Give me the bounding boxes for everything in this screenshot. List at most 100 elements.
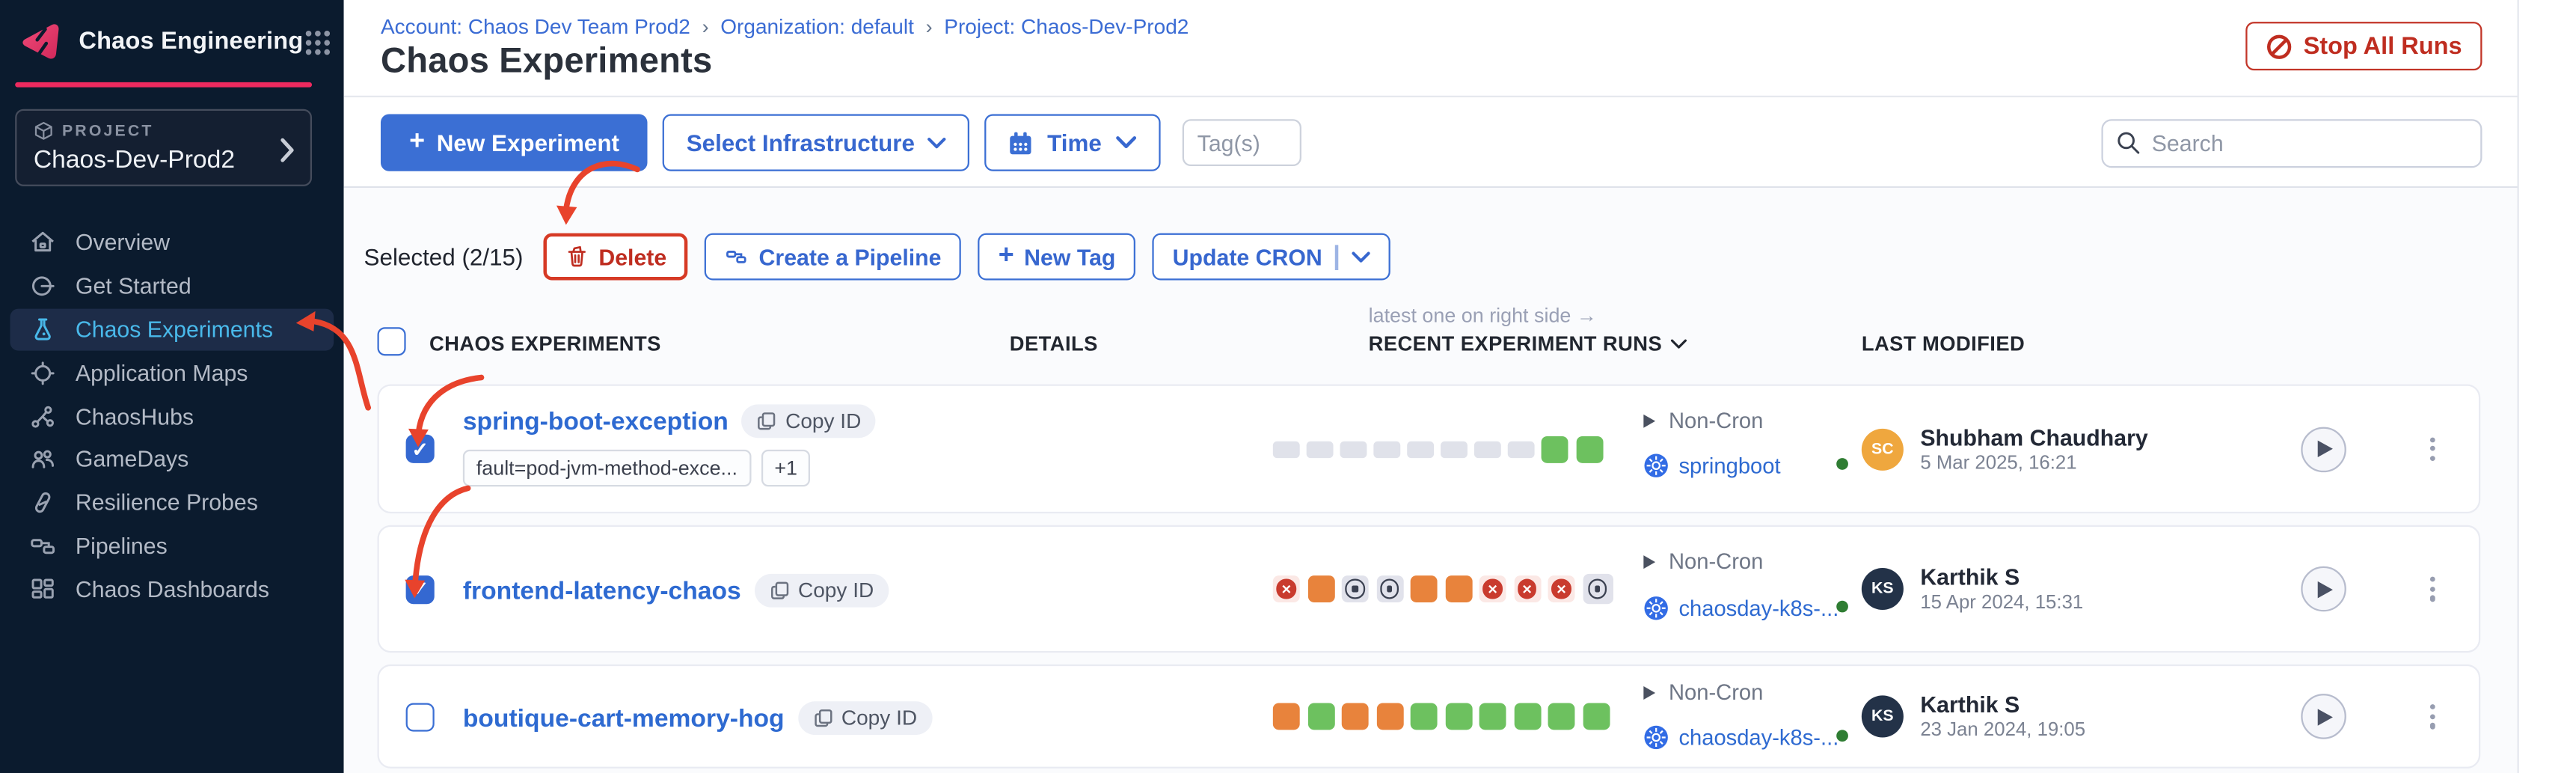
button-divider xyxy=(1335,244,1338,269)
experiment-tag-more[interactable]: +1 xyxy=(761,449,811,487)
plus-icon: + xyxy=(409,127,426,156)
run-status-passed-icon[interactable] xyxy=(1307,703,1334,730)
copy-id-button[interactable]: Copy ID xyxy=(797,701,933,736)
play-icon xyxy=(2317,708,2333,725)
run-status-empty-icon[interactable] xyxy=(1373,440,1400,457)
row-checkbox[interactable] xyxy=(405,702,435,731)
run-status-failed-icon[interactable] xyxy=(1479,575,1506,602)
row-menu-button[interactable] xyxy=(2423,570,2442,608)
create-pipeline-button[interactable]: Create a Pipeline xyxy=(705,233,962,281)
run-status-passed-icon[interactable] xyxy=(1575,435,1603,462)
update-cron-button[interactable]: Update CRON xyxy=(1152,233,1390,281)
run-experiment-button[interactable] xyxy=(2301,566,2346,612)
sidebar-item-chaos-experiments[interactable]: Chaos Experiments xyxy=(10,308,334,352)
play-icon xyxy=(2317,580,2333,598)
infrastructure-link[interactable]: chaosday-k8s-... xyxy=(1678,595,1839,621)
column-recent-runs[interactable]: RECENT EXPERIMENT RUNS xyxy=(1369,332,1687,355)
sidebar-item-label: Application Maps xyxy=(75,360,248,386)
experiment-tag[interactable]: fault=pod-jvm-method-exce... xyxy=(462,449,751,487)
sidebar-item-chaos-dashboards[interactable]: Chaos Dashboards xyxy=(10,568,334,611)
kubernetes-icon xyxy=(1643,453,1669,478)
app-title: Chaos Engineering xyxy=(79,28,304,55)
sidebar-item-chaoshubs[interactable]: ChaosHubs xyxy=(10,394,334,438)
select-infrastructure-dropdown[interactable]: Select Infrastructure xyxy=(663,114,971,171)
time-filter-dropdown[interactable]: Time xyxy=(985,114,1161,171)
search-box xyxy=(2101,118,2483,168)
breadcrumb-account[interactable]: Account: Chaos Dev Team Prod2 xyxy=(380,15,690,39)
run-status-empty-icon[interactable] xyxy=(1507,440,1534,457)
copy-id-button[interactable]: Copy ID xyxy=(754,573,889,608)
row-checkbox[interactable] xyxy=(405,434,435,463)
run-status-passed-icon[interactable] xyxy=(1513,703,1541,730)
run-status-error-icon[interactable] xyxy=(1341,703,1369,730)
stop-all-runs-button[interactable]: Stop All Runs xyxy=(2246,22,2483,71)
run-status-stopped-icon[interactable] xyxy=(1582,573,1613,605)
infrastructure-link[interactable]: springboot xyxy=(1678,453,1781,479)
experiment-name-link[interactable]: spring-boot-exception xyxy=(462,406,729,436)
select-all-checkbox[interactable] xyxy=(377,327,406,356)
sidebar-item-label: Chaos Dashboards xyxy=(75,576,270,602)
run-status-error-icon[interactable] xyxy=(1410,575,1438,602)
row-menu-button[interactable] xyxy=(2423,697,2442,736)
new-tag-button[interactable]: + New Tag xyxy=(978,233,1136,281)
run-status-passed-icon[interactable] xyxy=(1582,703,1610,730)
run-status-passed-icon[interactable] xyxy=(1410,703,1438,730)
copy-icon xyxy=(814,709,832,727)
sidebar-item-pipelines[interactable]: Pipelines xyxy=(10,525,334,568)
schedule-expander[interactable]: Non-Cron xyxy=(1643,549,1763,574)
run-experiment-button[interactable] xyxy=(2301,426,2346,472)
experiment-name-link[interactable]: boutique-cart-memory-hog xyxy=(462,703,785,733)
row-menu-button[interactable] xyxy=(2423,430,2442,468)
search-input[interactable] xyxy=(2101,118,2483,168)
run-status-failed-icon[interactable] xyxy=(1513,575,1541,602)
delete-button[interactable]: Delete xyxy=(543,233,689,281)
run-status-empty-icon[interactable] xyxy=(1340,440,1367,457)
sidebar-item-label: GameDays xyxy=(75,447,189,472)
recent-runs-strip xyxy=(1272,573,1613,605)
run-status-passed-icon[interactable] xyxy=(1444,703,1472,730)
modified-by-name: Shubham Chaudhary xyxy=(1920,424,2148,450)
run-status-empty-icon[interactable] xyxy=(1473,440,1500,457)
run-status-empty-icon[interactable] xyxy=(1441,440,1467,457)
run-status-empty-icon[interactable] xyxy=(1272,440,1299,457)
run-status-error-icon[interactable] xyxy=(1444,575,1472,602)
infra-status-dot xyxy=(1836,730,1848,742)
infrastructure-link[interactable]: chaosday-k8s-... xyxy=(1678,724,1839,751)
experiment-name-link[interactable]: frontend-latency-chaos xyxy=(462,576,741,605)
run-status-failed-icon[interactable] xyxy=(1272,575,1300,602)
copy-id-button[interactable]: Copy ID xyxy=(741,404,877,439)
home-icon xyxy=(28,229,57,257)
sidebar-item-application-maps[interactable]: Application Maps xyxy=(10,351,334,394)
schedule-expander[interactable]: Non-Cron xyxy=(1643,679,1763,705)
row-checkbox[interactable] xyxy=(405,574,435,604)
run-experiment-button[interactable] xyxy=(2301,694,2346,739)
toolbar: + New Experiment Select Infrastructure T… xyxy=(380,114,2483,171)
run-status-stopped-icon[interactable] xyxy=(1341,575,1369,602)
project-selector[interactable]: PROJECT Chaos-Dev-Prod2 xyxy=(15,109,313,186)
run-status-passed-icon[interactable] xyxy=(1479,703,1506,730)
chevron-down-icon xyxy=(1115,136,1137,150)
run-status-passed-icon[interactable] xyxy=(1548,703,1575,730)
run-status-error-icon[interactable] xyxy=(1376,703,1403,730)
modified-date: 23 Jan 2024, 19:05 xyxy=(1920,721,2086,741)
breadcrumb-project[interactable]: Project: Chaos-Dev-Prod2 xyxy=(944,15,1189,39)
breadcrumb-organization[interactable]: Organization: default xyxy=(720,15,914,39)
runs-order-note: latest one on right side → xyxy=(1368,303,1597,328)
run-status-failed-icon[interactable] xyxy=(1548,575,1575,602)
run-status-passed-icon[interactable] xyxy=(1541,435,1568,462)
schedule-expander[interactable]: Non-Cron xyxy=(1643,408,1763,433)
run-status-error-icon[interactable] xyxy=(1307,575,1334,602)
sidebar-item-resilience-probes[interactable]: Resilience Probes xyxy=(10,481,334,525)
run-status-empty-icon[interactable] xyxy=(1306,440,1333,457)
run-status-error-icon[interactable] xyxy=(1272,703,1300,730)
run-status-empty-icon[interactable] xyxy=(1407,440,1433,457)
selected-count-label: Selected (2/15) xyxy=(364,243,524,270)
sidebar-item-gamedays[interactable]: GameDays xyxy=(10,438,334,481)
sidebar-item-get-started[interactable]: Get Started xyxy=(10,265,334,308)
tags-filter-input[interactable] xyxy=(1182,119,1301,166)
content-right-border xyxy=(2517,0,2519,773)
sidebar-item-overview[interactable]: Overview xyxy=(10,221,334,265)
module-switcher-icon[interactable] xyxy=(303,28,331,56)
new-experiment-button[interactable]: + New Experiment xyxy=(380,114,648,171)
run-status-stopped-icon[interactable] xyxy=(1376,575,1403,602)
